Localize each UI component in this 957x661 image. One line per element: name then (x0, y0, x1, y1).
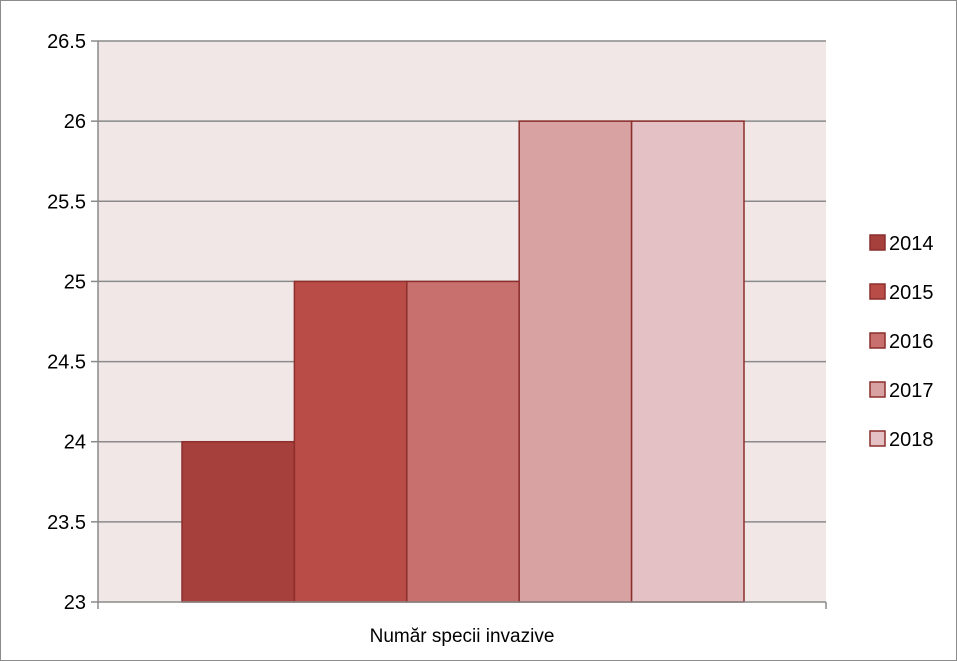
y-tick-label: 24.5 (47, 352, 86, 374)
legend-swatch-2015 (869, 283, 886, 300)
y-tick-label: 26 (64, 111, 86, 133)
x-category-label: Număr specii invazive (370, 626, 555, 647)
bar-2014 (181, 440, 296, 603)
legend-swatch-2016 (869, 332, 886, 349)
bar-2017 (518, 120, 633, 603)
y-tick-label: 26.5 (47, 31, 86, 53)
y-tick-label: 23 (64, 592, 86, 614)
legend-label-2015: 2015 (889, 282, 934, 304)
legend-label-2016: 2016 (889, 331, 934, 353)
legend-label-2018: 2018 (889, 429, 934, 451)
legend-label-2017: 2017 (889, 380, 934, 402)
y-tick-label: 25 (64, 271, 86, 293)
bar-2018 (630, 120, 745, 603)
y-tick-label: 25.5 (47, 191, 86, 213)
y-tick-label: 24 (64, 432, 86, 454)
bar-2015 (293, 280, 408, 603)
y-tick-label: 23.5 (47, 512, 86, 534)
legend-swatch-2014 (869, 234, 886, 251)
legend-label-2014: 2014 (889, 233, 934, 255)
legend-swatch-2018 (869, 430, 886, 447)
bar-2016 (406, 280, 520, 603)
legend-swatch-2017 (869, 381, 886, 398)
